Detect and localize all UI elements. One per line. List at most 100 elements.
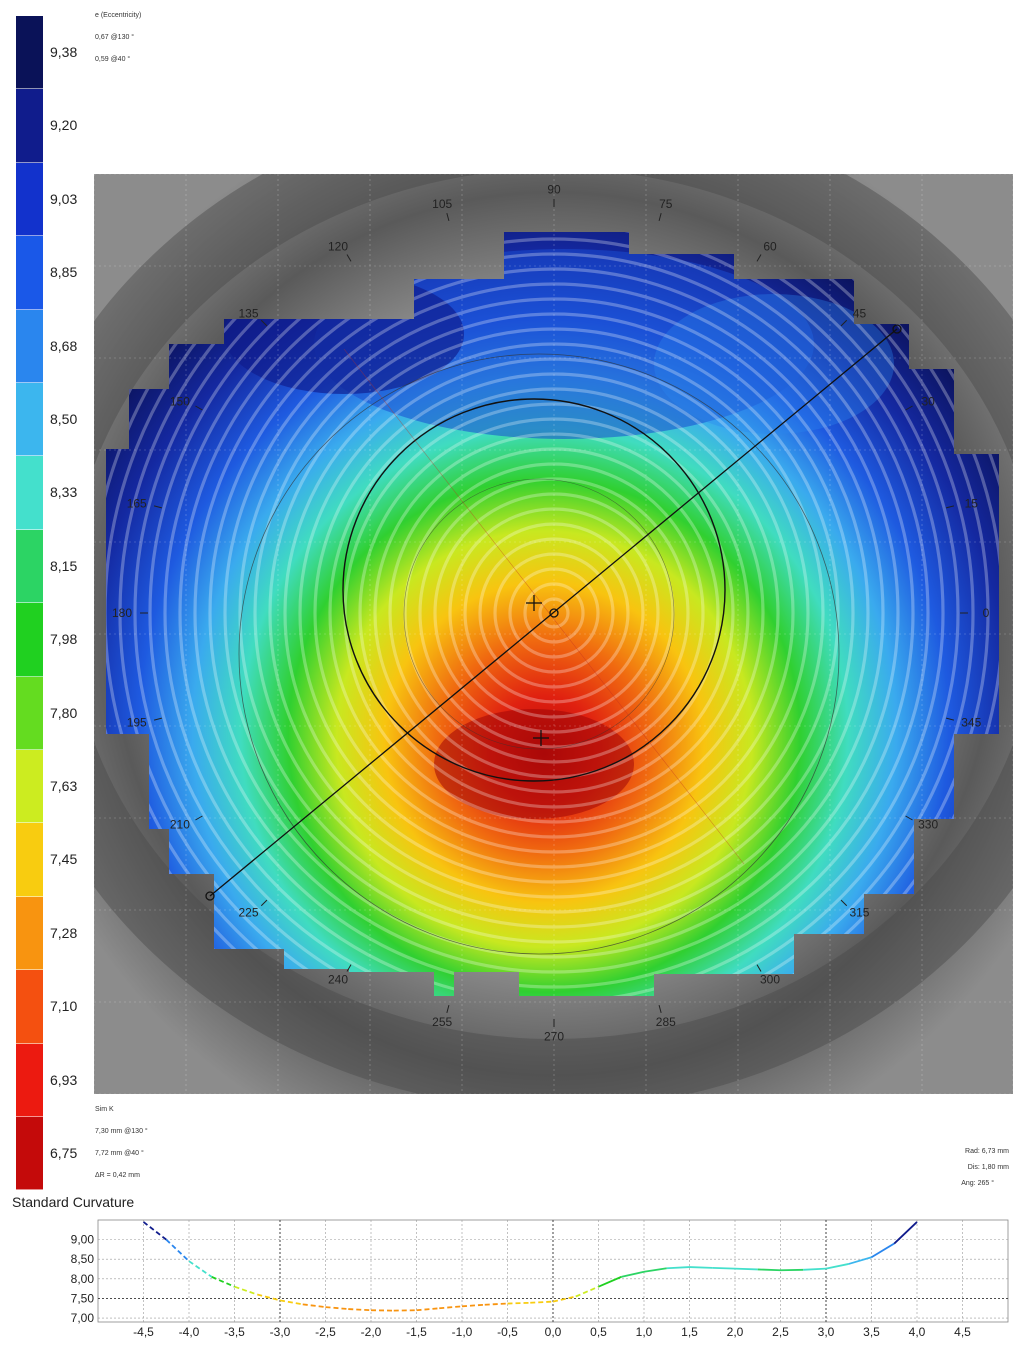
- degree-label-195: 195: [127, 716, 147, 730]
- profile-line-segment: [803, 1267, 827, 1271]
- profile-line-segment: [507, 1301, 531, 1305]
- profile-line-segment: [279, 1299, 303, 1306]
- axis-handle-start[interactable]: [205, 891, 215, 901]
- scale-value: 7,98: [50, 631, 78, 648]
- profile-line-segment: [461, 1303, 485, 1308]
- scale-step: 9,03: [16, 162, 96, 237]
- profile-x-tick: 2,5: [772, 1325, 789, 1339]
- profile-line-segment: [825, 1263, 849, 1270]
- scale-value: 9,20: [50, 117, 78, 134]
- scale-step: 9,20: [16, 89, 96, 163]
- degree-tick: [153, 505, 162, 509]
- degree-tick: [446, 212, 450, 221]
- scale-value: 8,33: [50, 484, 78, 501]
- scale-swatch: [16, 529, 43, 604]
- scale-swatch: [16, 162, 43, 237]
- scale-value: 6,93: [50, 1071, 78, 1088]
- cursor-cross[interactable]: [533, 730, 549, 746]
- profile-x-tick: -1,5: [406, 1325, 427, 1339]
- degree-label-165: 165: [127, 496, 147, 510]
- scale-step: 8,33: [16, 456, 96, 530]
- scale-step: 8,68: [16, 309, 96, 383]
- scale-swatch: [16, 896, 43, 971]
- scale-swatch: [16, 16, 43, 90]
- scale-step: 9,38: [16, 16, 96, 90]
- scale-value: 6,75: [50, 1145, 78, 1161]
- scale-value: 7,10: [50, 998, 78, 1015]
- degree-label-150: 150: [170, 394, 190, 408]
- scale-step: 7,10: [16, 970, 96, 1044]
- cursor-dis: Dis: 1,80 mm: [967, 1164, 1009, 1171]
- degree-label-210: 210: [170, 818, 190, 832]
- profile-x-tick: 2,0: [727, 1325, 744, 1339]
- scale-swatch: [16, 456, 43, 530]
- scale-swatch: [16, 89, 43, 163]
- scale-step: 7,63: [16, 750, 96, 824]
- scale-value: 8,15: [50, 557, 78, 574]
- profile-x-tick: 4,0: [909, 1325, 926, 1339]
- limbus-circle: [238, 353, 840, 955]
- degree-label-180: 180: [112, 606, 132, 620]
- degree-label-0: 0: [983, 606, 990, 620]
- degree-label-75: 75: [659, 197, 673, 211]
- axis-handle-end[interactable]: [892, 324, 902, 334]
- degree-label-300: 300: [760, 973, 780, 987]
- scale-swatch: [16, 309, 43, 383]
- degree-tick: [260, 319, 268, 327]
- degree-label-345: 345: [961, 716, 981, 730]
- scale-swatch: [16, 1043, 43, 1117]
- profile-y-tick: 8,00: [71, 1272, 95, 1286]
- degree-labels: 90 105 75 120 60 135 45 150 30 165 15 180 0 195 345 210…: [112, 183, 990, 1044]
- profile-x-tick: -3,5: [224, 1325, 245, 1339]
- curvature-profile-chart[interactable]: 9,00 8,50 8,00 7,50 7,00 -4,5 -4,0 -3,5 -3,0 -2,…: [0, 1214, 1014, 1352]
- profile-x-tick: -3,0: [270, 1325, 291, 1339]
- scale-swatch: [16, 823, 43, 897]
- scale-step: 8,50: [16, 383, 96, 457]
- scale-step: 7,98: [16, 603, 96, 677]
- scale-value: 7,45: [50, 851, 78, 868]
- simk-title: Sim K: [95, 1106, 114, 1113]
- degree-tick: [446, 1005, 450, 1014]
- scale-value: 7,63: [50, 778, 78, 794]
- profile-line-segment: [416, 1307, 440, 1312]
- curvature-heatmap: [106, 232, 999, 996]
- eccentricity-value-2: 0,59 @40 °: [95, 56, 131, 63]
- degree-label-240: 240: [328, 973, 348, 987]
- scale-step: 7,80: [16, 676, 96, 750]
- eccentricity-value-1: 0,67 @130 °: [95, 34, 135, 41]
- profile-line-segment: [552, 1295, 576, 1303]
- profile-line-segment: [893, 1221, 918, 1245]
- profile-x-tick: 3,0: [818, 1325, 835, 1339]
- profile-grid: [97, 1219, 1009, 1323]
- degree-label-330: 330: [918, 818, 938, 832]
- profile-x-tick: -2,5: [315, 1325, 336, 1339]
- profile-line-segment: [643, 1267, 667, 1273]
- degree-label-45: 45: [853, 307, 867, 321]
- degree-tick: [905, 405, 913, 411]
- profile-line-segment: [666, 1266, 690, 1270]
- profile-line-segment: [734, 1267, 758, 1271]
- eyelid-shadow: [94, 174, 1013, 1094]
- scale-step: 6,75: [16, 1117, 96, 1191]
- profile-x-tick: 4,5: [954, 1325, 971, 1339]
- profile-line-segment: [257, 1293, 281, 1302]
- profile-line-segment: [188, 1260, 213, 1278]
- zone-circle: [403, 478, 675, 750]
- degree-tick: [946, 505, 955, 509]
- profile-x-tick: -2,0: [361, 1325, 382, 1339]
- profile-series: [142, 1221, 918, 1312]
- degree-label-315: 315: [849, 905, 869, 919]
- degree-label-270: 270: [544, 1029, 564, 1043]
- scale-value: 9,38: [50, 44, 78, 60]
- scale-value: 8,50: [50, 411, 78, 427]
- profile-x-tick: -4,5: [133, 1325, 154, 1339]
- degree-tick: [756, 964, 762, 972]
- topography-map[interactable]: 90 105 75 120 60 135 45 150 30 165 15 180 0 195 345 210…: [94, 174, 1013, 1094]
- scale-swatch: [16, 603, 43, 677]
- eccentricity-title: e (Eccentricity): [95, 12, 142, 19]
- pupil-circle: [342, 398, 726, 782]
- degree-tick: [946, 717, 955, 721]
- profile-line-segment: [439, 1305, 463, 1310]
- profile-x-tick: 1,5: [681, 1325, 698, 1339]
- degree-tick: [260, 899, 268, 907]
